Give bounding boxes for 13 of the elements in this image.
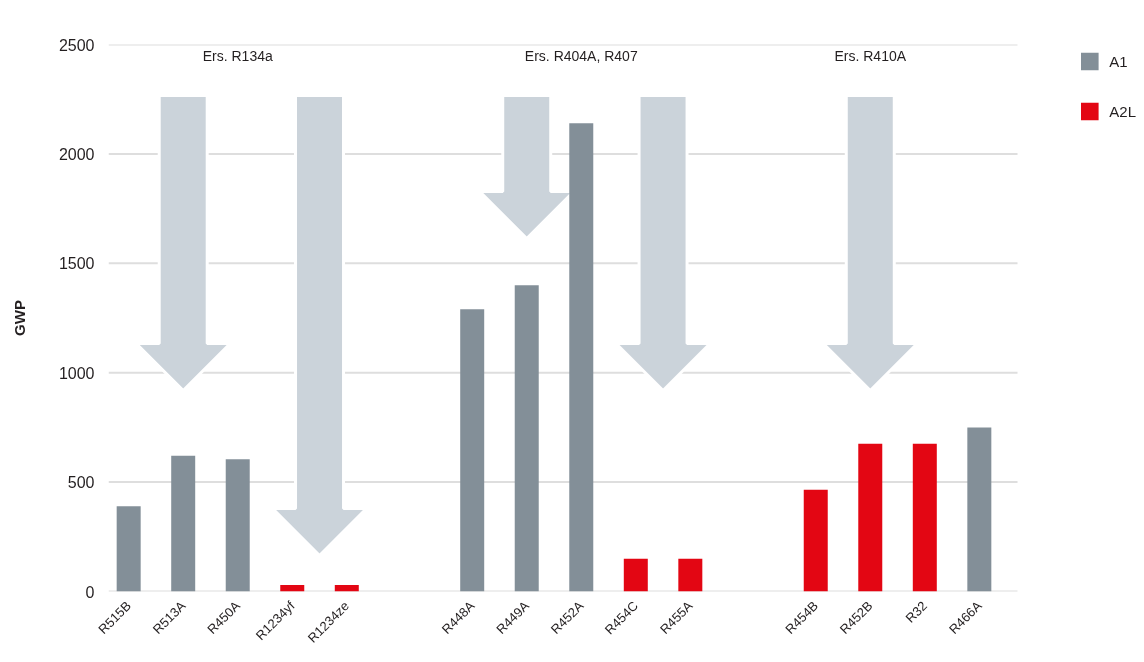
y-axis-title: GWP [10, 300, 28, 336]
y-tick-label: 2500 [58, 36, 95, 54]
annotation: Ers. R410A [834, 47, 907, 64]
y-tick-label: 0 [85, 583, 95, 601]
y-tick-label: 1000 [58, 364, 95, 382]
annotation: Ers. R134a [202, 47, 273, 64]
y-tick-label: 1500 [58, 255, 95, 273]
legend-label: A2L [1109, 101, 1136, 122]
x-tick-label: R32 [902, 598, 931, 626]
y-tick-label: 2000 [58, 145, 95, 163]
annotation: Ers. R404A, R407 [524, 47, 638, 64]
y-tick-label: 500 [67, 474, 95, 492]
legend-label: A1 [1109, 51, 1129, 72]
